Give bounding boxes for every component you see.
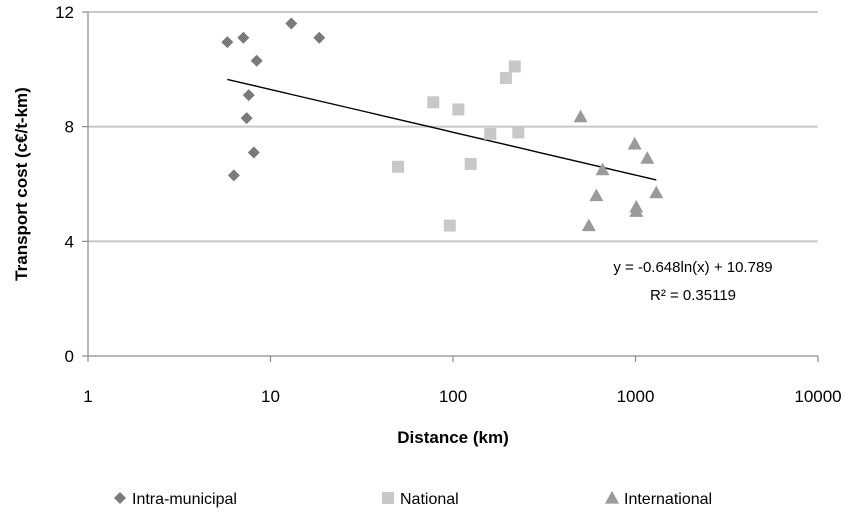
x-tick-label: 100 <box>439 387 467 406</box>
y-axis-title: Transport cost (c€/t-km) <box>12 87 31 281</box>
trendline-group <box>227 78 657 181</box>
x-tick-label: 10 <box>261 387 280 406</box>
data-point-national <box>508 60 521 73</box>
data-point-international <box>595 162 610 176</box>
x-tick-label: 10000 <box>794 387 841 406</box>
x-axis-title: Distance (km) <box>397 428 508 447</box>
gridlines <box>82 11 819 362</box>
data-point-international <box>640 151 655 164</box>
data-point-international <box>573 109 588 123</box>
y-tick-label: 12 <box>55 3 74 22</box>
data-point-national <box>512 126 525 139</box>
x-tick-label: 1000 <box>617 387 655 406</box>
data-points <box>221 17 664 232</box>
data-point-national <box>452 103 465 116</box>
data-point-national <box>443 219 456 232</box>
data-point-intra-municipal <box>285 17 298 30</box>
data-point-intra-municipal <box>247 146 260 159</box>
trendline <box>227 78 657 181</box>
data-point-intra-municipal <box>313 31 326 44</box>
data-point-intra-municipal <box>240 112 253 125</box>
data-point-national <box>392 160 405 173</box>
y-tick-label: 0 <box>65 347 74 366</box>
legend-label-international: International <box>624 491 712 508</box>
data-point-national <box>484 127 497 140</box>
axes <box>87 12 818 357</box>
data-point-national <box>427 96 440 109</box>
legend-marker-national <box>382 492 394 504</box>
data-point-international <box>581 218 596 232</box>
data-point-international <box>627 136 642 150</box>
legend-label-national: National <box>400 491 459 508</box>
data-point-intra-municipal <box>227 169 240 182</box>
legend-label-intra-municipal: Intra-municipal <box>132 491 237 508</box>
trendline-equation: y = -0.648ln(x) + 10.789 <box>613 259 772 276</box>
legend: Intra-municipal National International <box>114 491 712 508</box>
data-point-international <box>629 204 644 217</box>
tick-labels: 0 4 8 12 1 10 100 1000 10000 <box>55 3 842 406</box>
data-point-international <box>649 185 664 199</box>
data-point-intra-municipal <box>250 54 263 67</box>
y-tick-label: 8 <box>65 118 74 137</box>
y-tick-label: 4 <box>65 232 74 251</box>
data-point-national <box>499 71 512 84</box>
x-tick-label: 1 <box>83 387 92 406</box>
legend-marker-intra-municipal <box>114 492 126 504</box>
data-point-international <box>589 188 604 202</box>
data-point-national <box>464 157 477 170</box>
trendline-r-squared: R² = 0.35119 <box>650 287 736 304</box>
legend-marker-international <box>605 491 619 504</box>
data-point-intra-municipal <box>221 36 234 49</box>
data-point-intra-municipal <box>242 89 255 102</box>
data-point-intra-municipal <box>237 31 250 44</box>
